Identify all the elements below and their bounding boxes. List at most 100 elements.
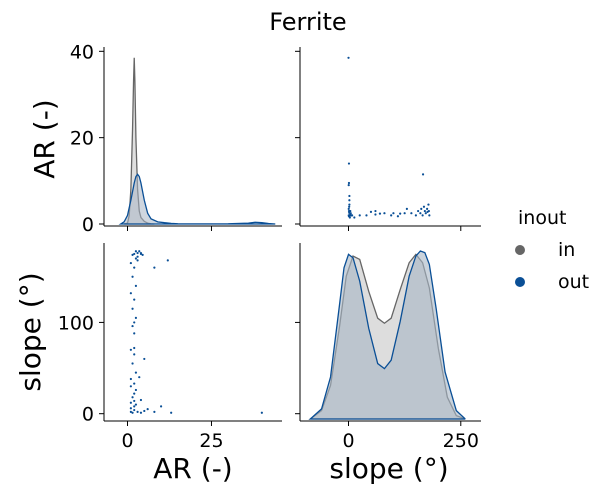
scatter-point bbox=[348, 194, 351, 198]
scatter-point bbox=[260, 411, 263, 414]
scatter-point bbox=[170, 411, 173, 414]
legend-marker-in bbox=[515, 245, 525, 255]
scatter-point bbox=[136, 410, 139, 413]
scatter-point bbox=[138, 376, 141, 379]
scatter-point bbox=[134, 316, 138, 319]
scatter-point bbox=[131, 362, 134, 365]
scatter-point bbox=[421, 173, 425, 176]
y-tick-label: 0 bbox=[82, 404, 94, 426]
scatter-point bbox=[129, 385, 132, 388]
scatter-point bbox=[348, 203, 351, 206]
panel-slope-kde: 0 250 bbox=[295, 243, 481, 452]
scatter-point bbox=[348, 199, 351, 202]
scatter-point bbox=[133, 332, 136, 335]
scatter-point bbox=[396, 215, 400, 218]
scatter-point bbox=[129, 348, 132, 351]
scatter-point bbox=[129, 410, 132, 413]
scatter-point bbox=[139, 251, 143, 255]
scatter-point bbox=[423, 209, 426, 213]
scatter-point bbox=[133, 405, 136, 408]
scatter-point bbox=[131, 411, 134, 414]
scatter-point bbox=[133, 252, 136, 256]
scatter-point bbox=[383, 212, 386, 215]
scatter-point bbox=[131, 253, 134, 256]
scatter-point bbox=[133, 321, 136, 324]
scatter-point bbox=[133, 346, 136, 350]
panel-ar-vs-slope bbox=[295, 47, 481, 231]
scatter-point bbox=[133, 392, 136, 395]
scatter-point bbox=[129, 377, 132, 381]
scatter-point bbox=[134, 371, 138, 374]
legend-label-in: in bbox=[558, 239, 575, 261]
scatter-point bbox=[347, 207, 350, 210]
scatter-point bbox=[428, 214, 431, 217]
scatter-point bbox=[143, 357, 146, 361]
scatter-point bbox=[347, 56, 350, 59]
scatter-point bbox=[153, 410, 156, 413]
scatter-point bbox=[139, 398, 143, 402]
scatter-point bbox=[422, 205, 426, 208]
scatter-point bbox=[365, 214, 368, 217]
legend: inout in out bbox=[515, 207, 589, 293]
x-axis-label-slope: slope (°) bbox=[329, 452, 448, 485]
x-tick-label: 25 bbox=[199, 430, 223, 452]
scatter-point bbox=[374, 209, 377, 213]
scatter-point bbox=[133, 353, 136, 356]
scatter-point bbox=[369, 210, 373, 214]
y-tick-label: 40 bbox=[70, 41, 94, 63]
scatter-point bbox=[133, 382, 136, 385]
scatter-point bbox=[347, 184, 350, 187]
scatter-point bbox=[417, 209, 420, 213]
scatter-point bbox=[349, 209, 352, 213]
y-tick-label: 20 bbox=[70, 128, 94, 150]
scatter-point bbox=[136, 259, 139, 262]
legend-title: inout bbox=[518, 207, 566, 229]
scatter-point bbox=[390, 214, 393, 217]
scatter-point bbox=[129, 261, 132, 265]
scatter-point bbox=[424, 212, 427, 215]
scatter-point bbox=[141, 253, 144, 256]
scatter-point bbox=[153, 266, 156, 269]
chart-title: Ferrite bbox=[269, 8, 346, 36]
scatter-point bbox=[348, 216, 351, 219]
y-axis-label-ar: AR (-) bbox=[28, 99, 61, 178]
scatter-point bbox=[129, 292, 132, 295]
y-axis-label-slope: slope (°) bbox=[14, 272, 47, 391]
scatter-point bbox=[131, 396, 134, 399]
scatter-point bbox=[136, 255, 139, 258]
scatter-point bbox=[136, 251, 139, 255]
scatter-point bbox=[131, 307, 134, 310]
scatter-point bbox=[420, 207, 423, 210]
scatter-point bbox=[405, 207, 408, 210]
scatter-point bbox=[358, 214, 361, 217]
scatter-point bbox=[414, 214, 417, 217]
x-tick-label: 0 bbox=[121, 430, 133, 452]
scatter-point bbox=[347, 181, 351, 185]
scatter-point bbox=[134, 257, 138, 260]
scatter-point bbox=[139, 411, 143, 414]
scatter-point bbox=[131, 275, 134, 278]
scatter-point bbox=[419, 212, 422, 215]
legend-label-out: out bbox=[558, 271, 589, 293]
scatter-point bbox=[392, 212, 395, 215]
scatter-point bbox=[353, 216, 356, 219]
scatter-point bbox=[159, 405, 163, 408]
scatter-point bbox=[410, 212, 413, 215]
scatter-point bbox=[143, 409, 146, 413]
scatter-point bbox=[134, 403, 138, 406]
scatter-point bbox=[129, 407, 132, 410]
x-tick-label: 250 bbox=[443, 430, 479, 452]
scatter-point bbox=[421, 214, 424, 217]
legend-marker-out bbox=[515, 277, 525, 287]
scatter-point bbox=[374, 213, 377, 216]
y-tick-label: 0 bbox=[82, 214, 94, 236]
scatter-point bbox=[378, 212, 382, 215]
panel-ar-kde: 0 20 40 bbox=[70, 41, 282, 236]
scatter-point bbox=[146, 408, 149, 411]
kde-out-slope bbox=[308, 250, 467, 420]
scatter-point bbox=[138, 250, 141, 253]
kde-out-ar bbox=[118, 173, 276, 225]
y-tick-label: 100 bbox=[58, 312, 94, 334]
scatter-point bbox=[129, 401, 132, 404]
